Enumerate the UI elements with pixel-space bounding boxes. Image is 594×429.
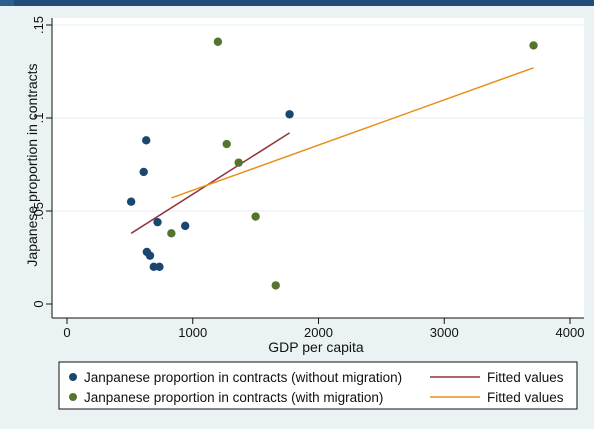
data-point-series-0 — [285, 110, 294, 119]
y-tick-label: .1 — [31, 113, 46, 124]
legend-label-with-migration: Janpanese proportion in contracts (with … — [84, 390, 383, 405]
y-tick-label: .05 — [31, 202, 46, 220]
top-band — [0, 0, 594, 6]
fitted-lines — [130, 67, 534, 234]
top-band-accent — [0, 0, 14, 6]
data-point-series-1 — [222, 139, 231, 149]
x-tick-label: 3000 — [430, 325, 459, 340]
x-tick-label: 0 — [63, 325, 70, 340]
data-point-series-1 — [529, 41, 538, 50]
gridlines — [52, 24, 584, 212]
legend-label-fitted-2: Fitted values — [487, 390, 564, 405]
fitted-line-3 — [171, 67, 534, 199]
x-tick-label: 4000 — [556, 325, 585, 340]
data-point-series-0 — [142, 136, 151, 145]
legend-label-without-migration: Janpanese proportion in contracts (witho… — [84, 370, 402, 385]
data-point-series-0 — [126, 197, 136, 206]
x-axis: 0 1000 2000 3000 4000 — [52, 317, 585, 340]
legend-marker-without-migration — [69, 373, 77, 381]
x-tick-label: 1000 — [178, 325, 207, 340]
data-point-series-0 — [181, 221, 190, 231]
y-axis-label: Japanese proportion in contracts — [24, 63, 40, 266]
fitted-line-2 — [130, 132, 290, 234]
data-point-series-0 — [145, 251, 155, 260]
x-axis-label: GDP per capita — [268, 339, 364, 355]
data-point-series-0 — [153, 217, 162, 227]
legend-box — [58, 361, 578, 410]
data-point-series-0 — [155, 262, 164, 271]
legend: Janpanese proportion in contracts (witho… — [58, 361, 578, 410]
legend-label-fitted-1: Fitted values — [487, 370, 564, 385]
data-point-series-1 — [234, 158, 243, 167]
data-point-series-1 — [251, 212, 260, 221]
data-points — [126, 37, 538, 290]
data-point-series-1 — [213, 37, 223, 46]
data-point-series-0 — [139, 167, 148, 177]
y-tick-label: .15 — [31, 16, 46, 34]
x-tick-label: 2000 — [304, 325, 333, 340]
y-axis: 0 .05 .1 .15 — [31, 16, 53, 318]
data-point-series-1 — [167, 229, 176, 238]
y-tick-label: 0 — [31, 300, 46, 307]
legend-marker-with-migration — [69, 393, 77, 401]
data-point-series-1 — [271, 281, 280, 290]
plot-area — [52, 18, 584, 318]
